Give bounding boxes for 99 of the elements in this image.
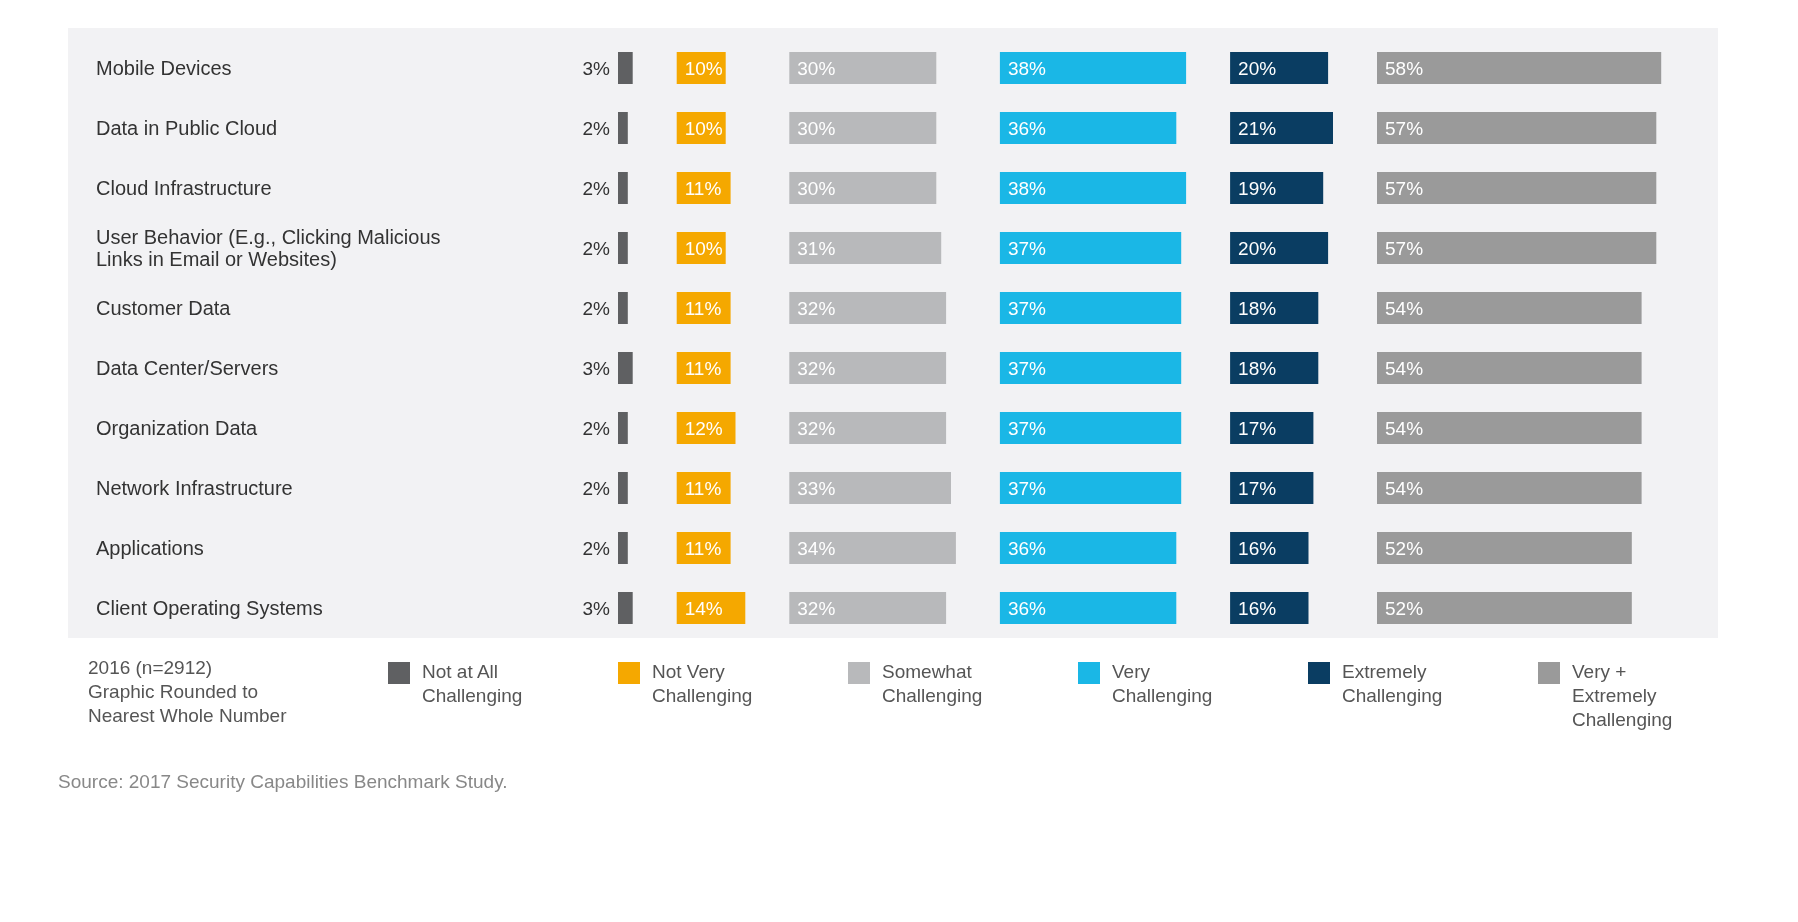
data-label: 18% [1238, 298, 1277, 319]
data-label: 19% [1238, 178, 1277, 199]
bar [1230, 532, 1309, 564]
bar [1230, 112, 1333, 144]
data-label: 11% [684, 358, 722, 379]
data-label: 18% [1238, 358, 1277, 379]
data-label: 11% [684, 298, 722, 319]
bar [789, 412, 947, 444]
legend-label: Not at All Challenging [422, 661, 523, 706]
data-label: 36% [1007, 118, 1047, 139]
data-label: 2% [582, 238, 611, 259]
data-label: 38% [1007, 178, 1047, 199]
data-label: 32% [797, 358, 836, 379]
y-tick-label: Network Infrastructure [96, 477, 293, 499]
bar [1230, 232, 1329, 264]
data-label: 16% [1238, 538, 1277, 559]
data-label: 3% [582, 58, 611, 79]
data-label: 37% [1007, 478, 1047, 499]
data-label: 20% [1238, 58, 1277, 79]
data-label: 2% [582, 118, 611, 139]
bar [789, 52, 937, 84]
data-label: 36% [1007, 538, 1047, 559]
y-tick-label: Cloud Infrastructure [96, 177, 272, 199]
data-label: 57% [1385, 118, 1424, 139]
data-label: 32% [797, 418, 836, 439]
bar [789, 112, 937, 144]
bar [789, 292, 947, 324]
text: 2016 (n=2912) [88, 657, 213, 678]
data-label: 12% [684, 418, 723, 439]
data-label: 54% [1385, 358, 1424, 379]
data-label: 32% [797, 598, 836, 619]
data-label: 21% [1238, 118, 1277, 139]
data-label: 11% [684, 178, 722, 199]
data-label: 31% [797, 238, 836, 259]
bar [789, 532, 956, 564]
data-label: 36% [1007, 598, 1047, 619]
text: Graphic Rounded to Nearest Whole Number [88, 681, 288, 726]
data-label: 57% [1385, 238, 1424, 259]
data-label: 30% [797, 118, 836, 139]
data-label: 57% [1385, 178, 1424, 199]
data-label: 14% [684, 598, 723, 619]
data-label: 3% [582, 358, 611, 379]
bar [1230, 592, 1309, 624]
bar [1230, 472, 1314, 504]
data-label: 2% [582, 178, 611, 199]
data-label: 37% [1007, 298, 1047, 319]
y-tick-label: Client Operating Systems [96, 597, 323, 619]
legend-label: Not Very Challenging [652, 661, 753, 706]
bar [1230, 292, 1319, 324]
data-label: 32% [797, 298, 836, 319]
y-tick-label: Mobile Devices [96, 57, 232, 79]
data-label: 2% [582, 478, 611, 499]
data-label: 52% [1385, 538, 1424, 559]
data-label: 33% [797, 478, 836, 499]
data-label: 2% [582, 418, 611, 439]
y-tick-label: Organization Data [96, 417, 259, 439]
data-label: 37% [1007, 358, 1047, 379]
data-label: 30% [797, 58, 836, 79]
bar [789, 352, 947, 384]
bar [1230, 352, 1319, 384]
data-label: 10% [684, 118, 723, 139]
data-label: 58% [1385, 58, 1424, 79]
y-tick-label: Data in Public Cloud [96, 117, 278, 139]
bar [789, 172, 937, 204]
data-label: 16% [1238, 598, 1277, 619]
data-label: 37% [1007, 418, 1047, 439]
data-label: 2% [582, 298, 611, 319]
data-label: 17% [1238, 418, 1277, 439]
data-label: 10% [684, 238, 723, 259]
data-label: 54% [1385, 298, 1424, 319]
data-label: 30% [797, 178, 836, 199]
data-label: 2% [582, 538, 611, 559]
source-note: Source: 2017 Security Capabilities Benchmark Study. [58, 771, 508, 792]
data-label: 3% [582, 598, 611, 619]
legend-label: Very Challenging [1112, 661, 1213, 706]
data-label: 52% [1385, 598, 1424, 619]
legend-label: Somewhat Challenging [882, 661, 983, 706]
bar [789, 592, 947, 624]
data-label: 17% [1238, 478, 1277, 499]
data-label: 20% [1238, 238, 1277, 259]
data-label: 38% [1007, 58, 1047, 79]
bar [1230, 412, 1314, 444]
data-label: 11% [684, 478, 722, 499]
bar [789, 472, 951, 504]
y-tick-label: Applications [96, 537, 204, 559]
data-label: 37% [1007, 238, 1047, 259]
legend-label: Very + Extremely Challenging [1572, 661, 1673, 730]
data-label: 54% [1385, 418, 1424, 439]
bar [1230, 172, 1324, 204]
data-label: 10% [684, 58, 723, 79]
bar [789, 232, 942, 264]
y-tick-label: Data Center/Servers [96, 357, 279, 379]
data-label: 54% [1385, 478, 1424, 499]
data-label: 11% [684, 538, 722, 559]
y-tick-label: Customer Data [96, 297, 232, 319]
data-label: 34% [797, 538, 836, 559]
legend-label: Extremely Challenging [1342, 661, 1443, 706]
y-tick-label: User Behavior (E.g., Clicking Malicious Links in Email or Websites) [96, 226, 441, 270]
bar [1230, 52, 1329, 84]
